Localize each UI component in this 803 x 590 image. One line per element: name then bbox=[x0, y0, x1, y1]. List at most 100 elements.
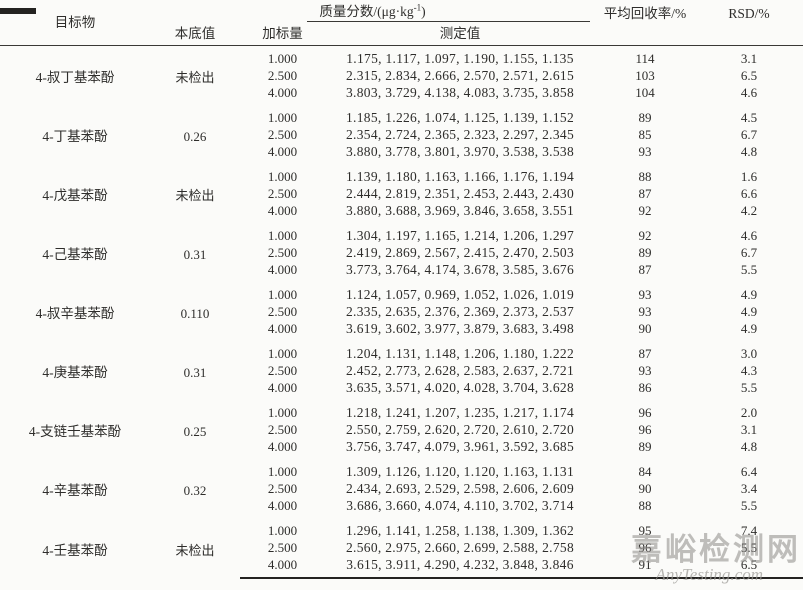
recovery-cell: 95 bbox=[638, 523, 652, 538]
measured-values-cell: 1.304, 1.197, 1.165, 1.214, 1.206, 1.297 bbox=[346, 228, 574, 243]
table-row: 4-丁基苯酚 0.26 1.000 1.185, 1.226, 1.074, 1.12… bbox=[0, 105, 803, 144]
recovery-cell: 93 bbox=[638, 287, 652, 302]
rsd-cell: 5.5 bbox=[740, 262, 758, 277]
compound-cell: 4-己基苯酚 bbox=[42, 247, 108, 262]
spike-amount-cell: 2.500 bbox=[267, 422, 298, 437]
spike-amount-cell: 1.000 bbox=[267, 169, 298, 184]
spike-amount-cell: 2.500 bbox=[267, 186, 298, 201]
rsd-cell: 4.6 bbox=[740, 228, 758, 243]
rsd-cell: 6.7 bbox=[740, 127, 758, 142]
col-header-target: 目标物 bbox=[0, 0, 150, 46]
rsd-cell: 6.5 bbox=[740, 68, 758, 83]
recovery-cell: 96 bbox=[638, 405, 652, 420]
compound-group: 4-叔丁基苯酚 未检出 1.000 1.175, 1.117, 1.097, 1.19… bbox=[0, 46, 803, 106]
measured-values-cell: 1.218, 1.241, 1.207, 1.235, 1.217, 1.174 bbox=[346, 405, 574, 420]
compound-group: 4-庚基苯酚 0.31 1.000 1.204, 1.131, 1.148, 1.20… bbox=[0, 341, 803, 400]
background-value-cell: 未检出 bbox=[175, 70, 215, 85]
background-value-cell: 0.32 bbox=[183, 483, 207, 498]
col-header-rsd: RSD/% bbox=[695, 0, 803, 46]
recovery-cell: 87 bbox=[638, 262, 652, 277]
compound-cell: 4-丁基苯酚 bbox=[42, 129, 108, 144]
mass-fraction-label: 质量分数/(μg·kg-1) bbox=[319, 2, 426, 19]
spike-amount-cell: 4.000 bbox=[240, 556, 325, 579]
measured-values-cell: 1.185, 1.226, 1.074, 1.125, 1.139, 1.152 bbox=[346, 110, 574, 125]
recovery-cell: 92 bbox=[638, 203, 652, 218]
rsd-cell: 6.4 bbox=[740, 464, 758, 479]
spike-amount-cell: 2.500 bbox=[267, 304, 298, 319]
measured-values-cell: 2.560, 2.975, 2.660, 2.699, 2.588, 2.758 bbox=[346, 540, 574, 555]
recovery-cell: 90 bbox=[638, 481, 652, 496]
table-row: 4-壬基苯酚 未检出 1.000 1.296, 1.141, 1.258, 1.138… bbox=[0, 518, 803, 558]
measured-values-cell: 3.635, 3.571, 4.020, 4.028, 3.704, 3.628 bbox=[346, 380, 574, 395]
col-header-measured: 测定值 bbox=[325, 22, 596, 46]
recovery-cell: 87 bbox=[638, 346, 652, 361]
spike-amount-cell: 4.000 bbox=[267, 321, 298, 336]
rsd-cell: 5.5 bbox=[740, 498, 758, 513]
compound-cell: 4-戊基苯酚 bbox=[42, 188, 108, 203]
recovery-cell: 87 bbox=[638, 186, 652, 201]
compound-group: 4-丁基苯酚 0.26 1.000 1.185, 1.226, 1.074, 1.12… bbox=[0, 105, 803, 164]
spike-amount-cell: 2.500 bbox=[267, 481, 298, 496]
measured-values-cell: 2.434, 2.693, 2.529, 2.598, 2.606, 2.609 bbox=[346, 481, 574, 496]
rsd-cell: 4.8 bbox=[740, 439, 758, 454]
table-row: 2.500 2.550, 2.759, 2.620, 2.720, 2.610, … bbox=[0, 421, 803, 438]
table-header: 目标物 质量分数/(μg·kg-1) 平均回收率/% RSD/% 本底值 加标量… bbox=[0, 0, 803, 46]
compound-cell: 4-壬基苯酚 bbox=[42, 542, 108, 558]
spike-amount-cell: 2.500 bbox=[267, 245, 298, 260]
recovery-cell: 85 bbox=[638, 127, 652, 142]
table-row: 2.500 2.419, 2.869, 2.567, 2.415, 2.470, … bbox=[0, 244, 803, 261]
spike-amount-cell: 2.500 bbox=[267, 363, 298, 378]
table-row: 2.500 2.444, 2.819, 2.351, 2.453, 2.443, … bbox=[0, 185, 803, 202]
rsd-cell: 4.9 bbox=[740, 287, 758, 302]
table-row: 4-叔辛基苯酚 0.110 1.000 1.124, 1.057, 0.969, 1.… bbox=[0, 282, 803, 321]
table-row: 2.500 2.560, 2.975, 2.660, 2.699, 2.588, … bbox=[0, 539, 803, 556]
recovery-cell: 89 bbox=[638, 245, 652, 260]
rsd-cell: 2.0 bbox=[740, 405, 758, 420]
table-row: 2.500 2.452, 2.773, 2.628, 2.583, 2.637, … bbox=[0, 362, 803, 379]
mass-fraction-underline bbox=[307, 21, 590, 22]
table-row: 4-己基苯酚 0.31 1.000 1.304, 1.197, 1.165, 1.21… bbox=[0, 223, 803, 262]
measured-values-cell: 1.175, 1.117, 1.097, 1.190, 1.155, 1.135 bbox=[346, 51, 574, 66]
recovery-cell: 104 bbox=[635, 85, 655, 100]
compound-cell: 4-支链壬基苯酚 bbox=[28, 424, 122, 439]
rsd-cell: 6.6 bbox=[740, 186, 758, 201]
compound-cell: 4-叔辛基苯酚 bbox=[35, 306, 115, 321]
spike-amount-cell: 1.000 bbox=[267, 51, 298, 66]
spike-amount-cell: 1.000 bbox=[267, 464, 298, 479]
table-row: 4.000 3.880, 3.688, 3.969, 3.846, 3.658, … bbox=[0, 202, 803, 223]
background-value-cell: 0.26 bbox=[183, 129, 207, 144]
table-row: 4.000 3.635, 3.571, 4.020, 4.028, 3.704, … bbox=[0, 379, 803, 400]
rsd-cell: 4.9 bbox=[740, 304, 758, 319]
spike-amount-cell: 2.500 bbox=[267, 540, 298, 555]
table-row: 4-庚基苯酚 0.31 1.000 1.204, 1.131, 1.148, 1.20… bbox=[0, 341, 803, 380]
spike-amount-cell: 2.500 bbox=[267, 127, 298, 142]
rsd-cell: 4.3 bbox=[740, 363, 758, 378]
rsd-cell: 4.2 bbox=[740, 203, 758, 218]
spike-amount-cell: 4.000 bbox=[267, 203, 298, 218]
recovery-cell: 88 bbox=[638, 498, 652, 513]
table-row: 4-支链壬基苯酚 0.25 1.000 1.218, 1.241, 1.207, 1.… bbox=[0, 400, 803, 439]
measured-values-cell: 1.139, 1.180, 1.163, 1.166, 1.176, 1.194 bbox=[346, 169, 574, 184]
recovery-cell: 88 bbox=[638, 169, 652, 184]
measured-values-cell: 3.615, 3.911, 4.290, 4.232, 3.848, 3.846 bbox=[325, 556, 596, 579]
rsd-cell: 7.4 bbox=[740, 523, 758, 538]
table-row: 4-辛基苯酚 0.32 1.000 1.309, 1.126, 1.120, 1.12… bbox=[0, 459, 803, 498]
rsd-cell: 1.6 bbox=[740, 169, 758, 184]
table-row: 4-戊基苯酚 未检出 1.000 1.139, 1.180, 1.163, 1.166… bbox=[0, 164, 803, 203]
col-header-mass-fraction: 质量分数/(μg·kg-1) bbox=[150, 0, 595, 22]
rsd-cell: 3.1 bbox=[740, 51, 758, 66]
table-row: 4.000 3.773, 3.764, 4.174, 3.678, 3.585, … bbox=[0, 261, 803, 282]
col-header-spike: 加标量 bbox=[240, 22, 325, 46]
spike-amount-cell: 2.500 bbox=[267, 68, 298, 83]
rsd-cell: 4.6 bbox=[740, 85, 758, 100]
recovery-cell: 103 bbox=[635, 68, 655, 83]
measured-values-cell: 1.309, 1.126, 1.120, 1.120, 1.163, 1.131 bbox=[346, 464, 574, 479]
measured-values-cell: 1.204, 1.131, 1.148, 1.206, 1.180, 1.222 bbox=[346, 346, 574, 361]
spike-amount-cell: 4.000 bbox=[267, 85, 298, 100]
measured-values-cell: 2.444, 2.819, 2.351, 2.453, 2.443, 2.430 bbox=[346, 186, 574, 201]
measured-values-cell: 3.619, 3.602, 3.977, 3.879, 3.683, 3.498 bbox=[346, 321, 574, 336]
header-row-2: 本底值 加标量 测定值 bbox=[0, 22, 803, 46]
recovery-cell: 89 bbox=[638, 110, 652, 125]
measured-values-cell: 1.124, 1.057, 0.969, 1.052, 1.026, 1.019 bbox=[346, 287, 574, 302]
